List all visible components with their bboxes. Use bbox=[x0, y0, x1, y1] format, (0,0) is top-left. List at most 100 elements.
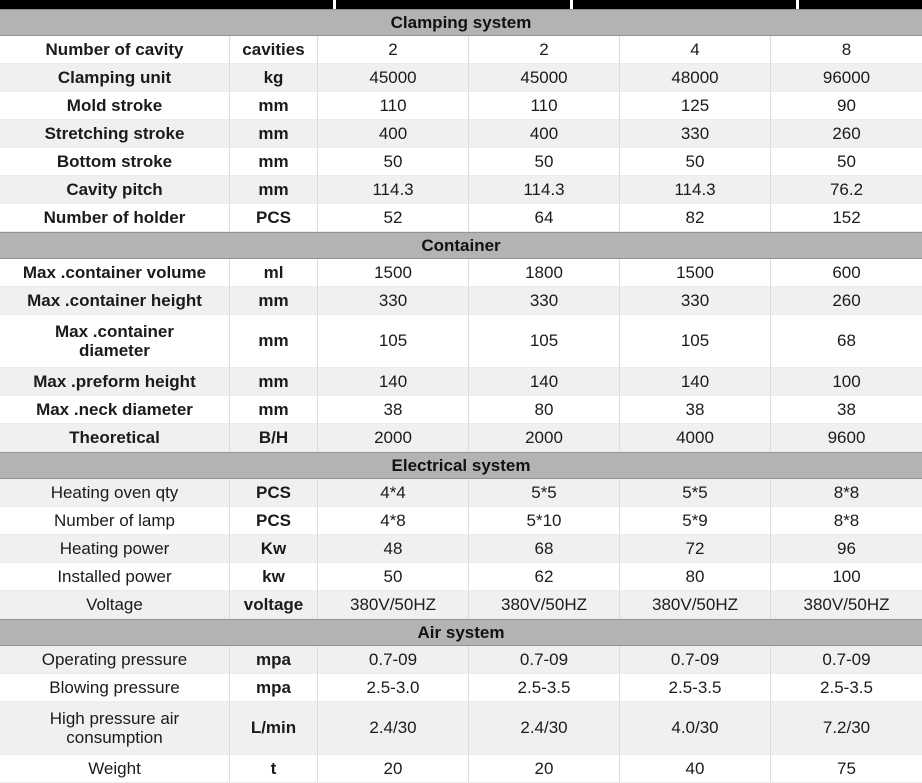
row-unit: mm bbox=[230, 368, 318, 396]
row-value: 114.3 bbox=[469, 176, 620, 204]
row-value: 50 bbox=[318, 563, 469, 591]
row-value: 100 bbox=[771, 368, 922, 396]
row-value: 4 bbox=[620, 36, 771, 64]
row-value: 76.2 bbox=[771, 176, 922, 204]
row-value: 20 bbox=[318, 755, 469, 783]
table-row-max-container-height: Max .container height mm 330 330 330 260 bbox=[0, 287, 922, 315]
row-unit: mm bbox=[230, 148, 318, 176]
row-label: Number of holder bbox=[0, 204, 230, 232]
row-value: 96000 bbox=[771, 64, 922, 92]
row-unit: mm bbox=[230, 120, 318, 148]
table-row-heating-oven-qty: Heating oven qty PCS 4*4 5*5 5*5 8*8 bbox=[0, 479, 922, 507]
row-unit: mm bbox=[230, 396, 318, 424]
section-header-clamping-system: Clamping system bbox=[0, 9, 922, 36]
row-value: 140 bbox=[469, 368, 620, 396]
row-value: 380V/50HZ bbox=[620, 591, 771, 619]
row-value: 1500 bbox=[620, 259, 771, 287]
row-label: Operating pressure bbox=[0, 646, 230, 674]
row-label: Installed power bbox=[0, 563, 230, 591]
row-value: 105 bbox=[469, 315, 620, 368]
section-header-air-system: Air system bbox=[0, 619, 922, 646]
table-row-number-of-holder: Number of holder PCS 52 64 82 152 bbox=[0, 204, 922, 232]
row-label: Theoretical bbox=[0, 424, 230, 452]
table-row-heating-power: Heating power Kw 48 68 72 96 bbox=[0, 535, 922, 563]
row-value: 114.3 bbox=[620, 176, 771, 204]
row-value: 0.7-09 bbox=[620, 646, 771, 674]
row-label: Number of cavity bbox=[0, 36, 230, 64]
row-label: Max .container height bbox=[0, 287, 230, 315]
row-value: 152 bbox=[771, 204, 922, 232]
row-value: 82 bbox=[620, 204, 771, 232]
row-unit: kw bbox=[230, 563, 318, 591]
row-label: Number of lamp bbox=[0, 507, 230, 535]
row-value: 4*8 bbox=[318, 507, 469, 535]
row-label: Voltage bbox=[0, 591, 230, 619]
row-unit: mpa bbox=[230, 646, 318, 674]
row-unit: mm bbox=[230, 176, 318, 204]
row-value: 4000 bbox=[620, 424, 771, 452]
row-value: 50 bbox=[318, 148, 469, 176]
row-label: Blowing pressure bbox=[0, 674, 230, 702]
row-value: 80 bbox=[469, 396, 620, 424]
table-row-high-pressure-air: High pressure air consumption L/min 2.4/30… bbox=[0, 702, 922, 755]
row-unit: t bbox=[230, 755, 318, 783]
row-value: 2.4/30 bbox=[469, 702, 620, 755]
column-divider-gap bbox=[796, 0, 799, 9]
table-row-weight: Weight t 20 20 40 75 bbox=[0, 755, 922, 783]
row-label: Clamping unit bbox=[0, 64, 230, 92]
top-border-bar bbox=[0, 0, 922, 9]
section-title: Container bbox=[421, 235, 501, 255]
table-row-max-container-volume: Max .container volume ml 1500 1800 1500 600 bbox=[0, 259, 922, 287]
row-value: 9600 bbox=[771, 424, 922, 452]
row-value: 68 bbox=[469, 535, 620, 563]
row-value: 260 bbox=[771, 287, 922, 315]
row-value: 100 bbox=[771, 563, 922, 591]
table-row-clamping-unit: Clamping unit kg 45000 45000 48000 96000 bbox=[0, 64, 922, 92]
column-divider-gap bbox=[333, 0, 336, 9]
row-value: 48 bbox=[318, 535, 469, 563]
table-row-operating-pressure: Operating pressure mpa 0.7-09 0.7-09 0.7-09 0… bbox=[0, 646, 922, 674]
row-value: 75 bbox=[771, 755, 922, 783]
row-value: 38 bbox=[318, 396, 469, 424]
row-value: 400 bbox=[318, 120, 469, 148]
row-value: 45000 bbox=[318, 64, 469, 92]
row-value: 260 bbox=[771, 120, 922, 148]
table-row-blowing-pressure: Blowing pressure mpa 2.5-3.0 2.5-3.5 2.5-3.5… bbox=[0, 674, 922, 702]
row-value: 125 bbox=[620, 92, 771, 120]
row-value: 2.5-3.5 bbox=[771, 674, 922, 702]
row-value: 50 bbox=[620, 148, 771, 176]
table-row-bottom-stroke: Bottom stroke mm 50 50 50 50 bbox=[0, 148, 922, 176]
row-value: 105 bbox=[620, 315, 771, 368]
row-label: Max .container volume bbox=[0, 259, 230, 287]
section-header-container: Container bbox=[0, 232, 922, 259]
row-label: Cavity pitch bbox=[0, 176, 230, 204]
row-value: 114.3 bbox=[318, 176, 469, 204]
section-title: Clamping system bbox=[390, 12, 532, 32]
row-value: 38 bbox=[771, 396, 922, 424]
row-unit: mm bbox=[230, 287, 318, 315]
table-row-number-of-cavity: Number of cavity cavities 2 2 4 8 bbox=[0, 36, 922, 64]
table-row-max-neck-diameter: Max .neck diameter mm 38 80 38 38 bbox=[0, 396, 922, 424]
section-header-electrical-system: Electrical system bbox=[0, 452, 922, 479]
row-value: 2.5-3.5 bbox=[469, 674, 620, 702]
row-unit: PCS bbox=[230, 479, 318, 507]
section-title: Air system bbox=[417, 622, 505, 642]
row-value: 20 bbox=[469, 755, 620, 783]
row-value: 68 bbox=[771, 315, 922, 368]
row-unit: Kw bbox=[230, 535, 318, 563]
table-row-mold-stroke: Mold stroke mm 110 110 125 90 bbox=[0, 92, 922, 120]
row-value: 8*8 bbox=[771, 507, 922, 535]
row-value: 380V/50HZ bbox=[318, 591, 469, 619]
row-value: 50 bbox=[771, 148, 922, 176]
table-row-number-of-lamp: Number of lamp PCS 4*8 5*10 5*9 8*8 bbox=[0, 507, 922, 535]
row-value: 8*8 bbox=[771, 479, 922, 507]
row-value: 2 bbox=[318, 36, 469, 64]
row-value: 62 bbox=[469, 563, 620, 591]
row-value: 105 bbox=[318, 315, 469, 368]
row-value: 400 bbox=[469, 120, 620, 148]
row-unit: B/H bbox=[230, 424, 318, 452]
row-value: 380V/50HZ bbox=[771, 591, 922, 619]
table-row-theoretical: Theoretical B/H 2000 2000 4000 9600 bbox=[0, 424, 922, 452]
row-value: 45000 bbox=[469, 64, 620, 92]
